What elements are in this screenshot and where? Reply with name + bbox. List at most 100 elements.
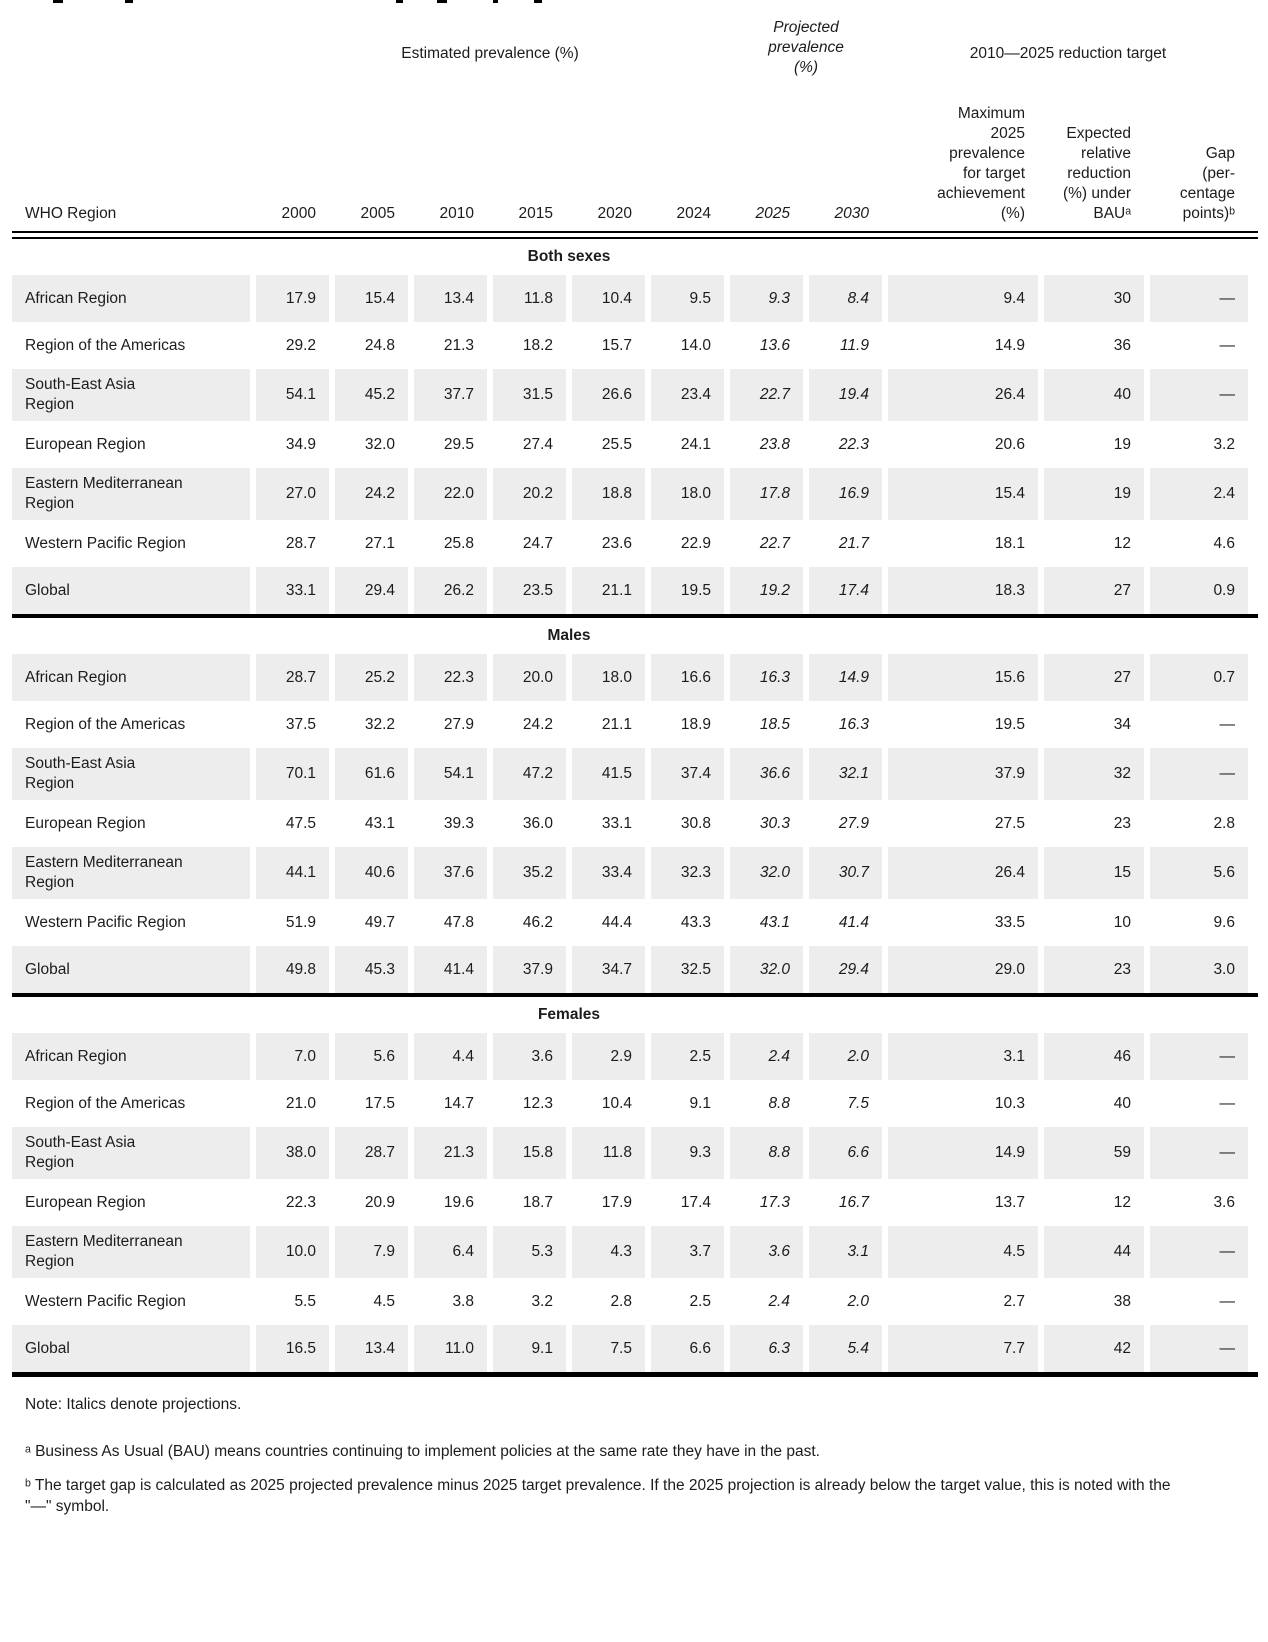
value-cell: 23 xyxy=(1044,946,1144,993)
value-cell: 33.5 xyxy=(994,913,1025,931)
table-row: European Region 34.9 32.0 29.5 27.4 25.5 24.1 2… xyxy=(12,421,1258,468)
value-cell: 3.6 xyxy=(493,1033,566,1080)
value-cell: 37.7 xyxy=(414,369,487,421)
value-cell: 9.1 xyxy=(493,1325,566,1372)
table-row: Global 49.8 45.3 41.4 37.9 34.7 32.5 32.0 29.4 29… xyxy=(12,946,1258,993)
value-cell: 47.2 xyxy=(493,748,566,800)
value-cell: 10.4 xyxy=(601,1094,632,1112)
value-cell: 22.3 xyxy=(414,654,487,701)
value-cell: 37.6 xyxy=(414,847,487,899)
value-cell: 32.5 xyxy=(651,946,724,993)
value-cell: 24.8 xyxy=(364,336,395,354)
value-cell: 0.7 xyxy=(1150,654,1248,701)
value-cell: 2.0 xyxy=(809,1033,882,1080)
value-cell: 27.1 xyxy=(364,534,395,552)
value-cell: 41.4 xyxy=(414,946,487,993)
value-cell: 9.5 xyxy=(651,275,724,322)
value-cell: 47.5 xyxy=(285,814,316,832)
value-cell: 3.7 xyxy=(651,1226,724,1278)
value-cell: 44.4 xyxy=(601,913,632,931)
value-cell: 15 xyxy=(1044,847,1144,899)
value-cell: 46.2 xyxy=(522,913,553,931)
value-cell: 17.3 xyxy=(759,1193,790,1211)
column-header-2000: 2000 xyxy=(281,205,316,222)
value-cell: 6.6 xyxy=(651,1325,724,1372)
region-cell: European Region xyxy=(25,814,146,832)
value-cell: 32.2 xyxy=(364,715,395,733)
region-cell: Region of the Americas xyxy=(25,336,186,354)
value-cell: 32.1 xyxy=(809,748,882,800)
table-row: Global 16.5 13.4 11.0 9.1 7.5 6.6 6.3 5.4 7.7 42— xyxy=(12,1325,1258,1372)
value-cell: 27.4 xyxy=(522,435,553,453)
value-cell: 34.9 xyxy=(285,435,316,453)
table-row: South-East Asia Region 38.0 28.7 21.3 15.8 11… xyxy=(12,1127,1258,1179)
value-cell: 25.5 xyxy=(601,435,632,453)
value-cell: 61.6 xyxy=(335,748,408,800)
value-cell: 23.6 xyxy=(601,534,632,552)
value-cell: 20.9 xyxy=(364,1193,395,1211)
value-cell: 24.7 xyxy=(522,534,553,552)
value-cell: 32 xyxy=(1044,748,1144,800)
value-cell: 22.3 xyxy=(838,435,869,453)
value-cell: 27.0 xyxy=(256,468,329,520)
value-cell: 43.3 xyxy=(680,913,711,931)
value-cell: 39.3 xyxy=(443,814,474,832)
region-cell: African Region xyxy=(12,654,250,701)
value-cell: 14.9 xyxy=(994,336,1025,354)
value-cell: 24.2 xyxy=(522,715,553,733)
value-cell: 30.7 xyxy=(809,847,882,899)
value-cell: — xyxy=(1150,275,1248,322)
value-cell: 25.2 xyxy=(335,654,408,701)
region-cell: Global xyxy=(12,1325,250,1372)
value-cell: 47.8 xyxy=(443,913,474,931)
value-cell: 20.2 xyxy=(493,468,566,520)
value-cell: 18.0 xyxy=(572,654,645,701)
value-cell: 12 xyxy=(1113,1193,1131,1211)
value-cell: 4.6 xyxy=(1213,534,1235,552)
value-cell: 11.8 xyxy=(572,1127,645,1179)
value-cell: 9.3 xyxy=(730,275,803,322)
value-cell: 18.8 xyxy=(572,468,645,520)
value-cell: 27 xyxy=(1044,654,1144,701)
value-cell: — xyxy=(1219,1094,1236,1112)
value-cell: 33.1 xyxy=(601,814,632,832)
value-cell: 16.9 xyxy=(809,468,882,520)
value-cell: 30 xyxy=(1044,275,1144,322)
clipped-text-fragment xyxy=(437,0,447,3)
footnotes: Note: Italics denote projections. ᵃ Busi… xyxy=(0,1394,1268,1517)
value-cell: 42 xyxy=(1044,1325,1144,1372)
value-cell: 5.6 xyxy=(335,1033,408,1080)
value-cell: 30.8 xyxy=(680,814,711,832)
table-row: Region of the Americas 29.2 24.8 21.3 18.2 15… xyxy=(12,322,1258,369)
value-cell: 5.4 xyxy=(809,1325,882,1372)
value-cell: 18.1 xyxy=(994,534,1025,552)
value-cell: 0.9 xyxy=(1150,567,1248,614)
value-cell: 4.4 xyxy=(414,1033,487,1080)
value-cell: 33.4 xyxy=(572,847,645,899)
value-cell: 49.8 xyxy=(256,946,329,993)
value-cell: 40.6 xyxy=(335,847,408,899)
prevalence-table: Estimated prevalence (%) Projected preva… xyxy=(0,18,1268,1377)
value-cell: 21.3 xyxy=(443,336,474,354)
clipped-text-fragment xyxy=(534,0,542,3)
value-cell: 33.1 xyxy=(256,567,329,614)
value-cell: 30.3 xyxy=(759,814,790,832)
value-cell: 7.0 xyxy=(256,1033,329,1080)
value-cell: 2.4 xyxy=(1150,468,1248,520)
value-cell: 2.9 xyxy=(572,1033,645,1080)
value-cell: 21.7 xyxy=(838,534,869,552)
header-double-rule xyxy=(12,231,1258,239)
value-cell: 21.3 xyxy=(414,1127,487,1179)
value-cell: 3.6 xyxy=(1213,1193,1235,1211)
value-cell: 31.5 xyxy=(493,369,566,421)
region-cell: African Region xyxy=(12,275,250,322)
value-cell: 41.4 xyxy=(838,913,869,931)
value-cell: 15.8 xyxy=(493,1127,566,1179)
value-cell: — xyxy=(1219,336,1236,354)
value-cell: 38.0 xyxy=(256,1127,329,1179)
value-cell: 8.4 xyxy=(809,275,882,322)
value-cell: 37.9 xyxy=(888,748,1038,800)
value-cell: 19 xyxy=(1113,435,1131,453)
value-cell: 26.4 xyxy=(888,847,1038,899)
